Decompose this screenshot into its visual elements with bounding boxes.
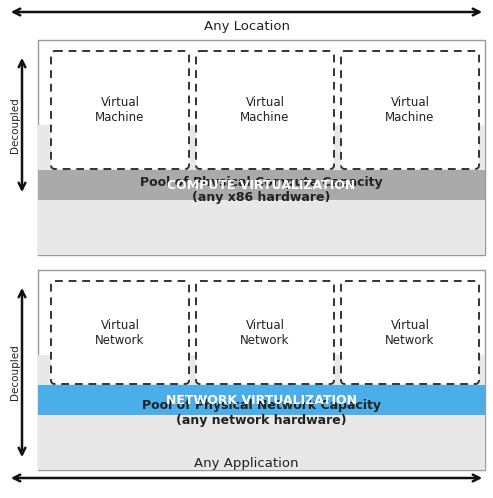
Text: Any Application: Any Application: [194, 457, 299, 470]
Text: Virtual
Machine: Virtual Machine: [240, 96, 290, 124]
Text: Virtual
Network: Virtual Network: [240, 319, 290, 347]
FancyBboxPatch shape: [196, 51, 334, 169]
FancyBboxPatch shape: [341, 51, 479, 169]
FancyBboxPatch shape: [51, 281, 189, 384]
Text: Decoupled: Decoupled: [10, 97, 20, 153]
FancyBboxPatch shape: [51, 51, 189, 169]
Bar: [38, 40, 485, 255]
Bar: [38, 385, 485, 415]
Text: COMPUTE VIRTUALIZATION: COMPUTE VIRTUALIZATION: [168, 178, 355, 192]
FancyBboxPatch shape: [196, 281, 334, 384]
Bar: [38, 270, 485, 470]
Bar: [38, 170, 485, 200]
Bar: [38, 355, 485, 470]
Text: NETWORK VIRTUALIZATION: NETWORK VIRTUALIZATION: [166, 393, 357, 406]
Text: Pool of Physical Compute Capacity
(any x86 hardware): Pool of Physical Compute Capacity (any x…: [140, 176, 383, 204]
Text: Virtual
Network: Virtual Network: [95, 319, 144, 347]
Text: Virtual
Machine: Virtual Machine: [386, 96, 435, 124]
FancyBboxPatch shape: [341, 281, 479, 384]
Text: Virtual
Network: Virtual Network: [386, 319, 435, 347]
Text: Decoupled: Decoupled: [10, 345, 20, 400]
Text: Pool of Physical Network Capacity
(any network hardware): Pool of Physical Network Capacity (any n…: [142, 398, 381, 426]
Text: Virtual
Machine: Virtual Machine: [95, 96, 144, 124]
Text: Any Location: Any Location: [204, 20, 289, 33]
Bar: [38, 125, 485, 255]
